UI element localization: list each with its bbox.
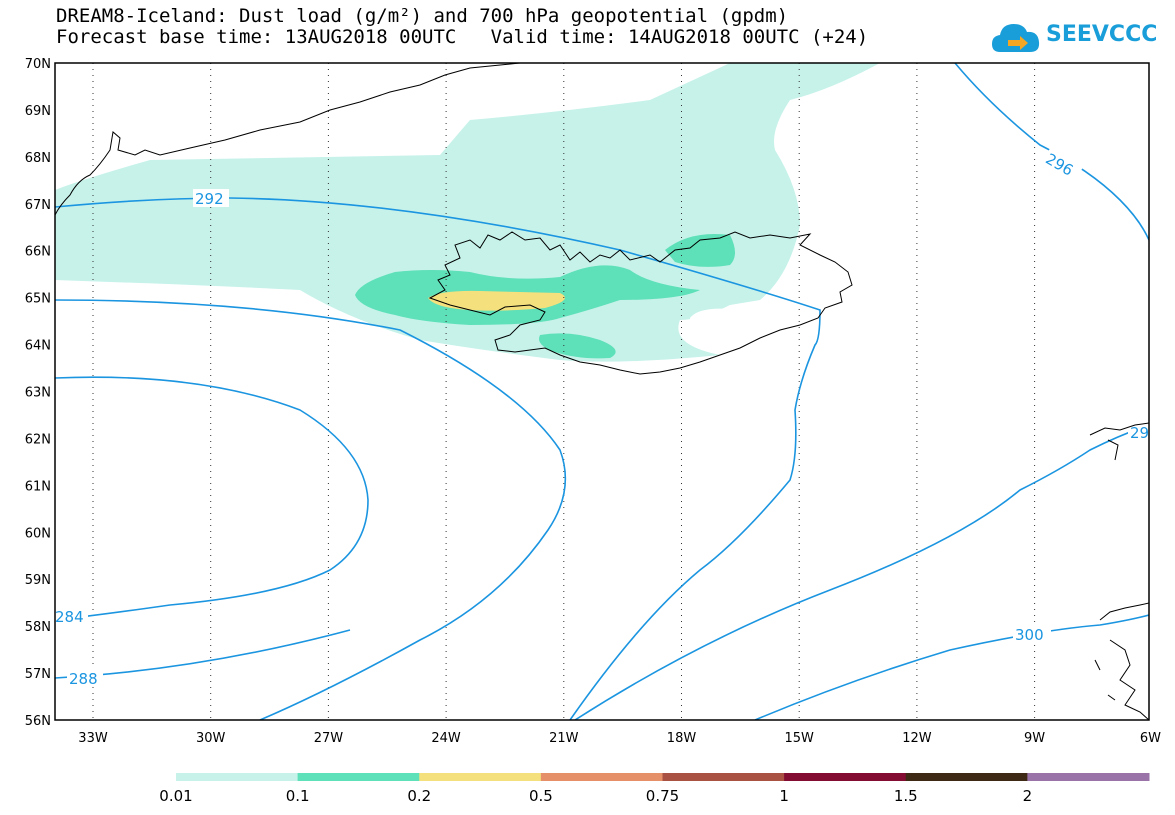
lon-label: 18W: [667, 731, 697, 746]
title-line-2: Forecast base time: 13AUG2018 00UTC Vali…: [56, 26, 869, 48]
lon-label: 24W: [431, 731, 461, 746]
contour-label-284: 284: [55, 608, 84, 626]
map-title: DREAM8-Iceland: Dust load (g/m²) and 700…: [56, 6, 868, 48]
lat-label: 60N: [25, 526, 51, 541]
colorbar-label: 2: [1023, 787, 1033, 805]
contour-29x: [574, 424, 1149, 720]
contour-labels: 292 296 284 288 300 29: [54, 146, 1150, 688]
coastlines: [55, 63, 1149, 720]
dust-field: [55, 63, 880, 362]
lon-label: 9W: [1024, 731, 1045, 746]
scotland-coast: [1094, 602, 1149, 720]
colorbar-label: 0.2: [407, 787, 431, 805]
dust-shade-0-1-c: [665, 234, 735, 267]
lat-label: 67N: [25, 198, 51, 213]
lat-label: 63N: [25, 386, 51, 401]
contour-300: [754, 614, 1149, 720]
lat-label: 58N: [25, 620, 51, 635]
colorbar: 0.01 0.1 0.2 0.5 0.75 1 1.5 2: [159, 773, 1150, 805]
contour-label-292: 292: [195, 190, 224, 208]
contour-label-288: 288: [69, 670, 98, 688]
geopotential-contours: [55, 63, 1149, 720]
greenland-coast: [55, 63, 521, 216]
colorbar-label: 0.75: [646, 787, 679, 805]
colorbar-swatch: [176, 773, 299, 781]
iceland-coast: [428, 231, 853, 375]
plot-frame: [54, 62, 1150, 721]
contour-label-300: 300: [1015, 626, 1044, 644]
colorbar-swatch: [905, 773, 1028, 781]
contour-label-29: 29: [1130, 424, 1149, 442]
colorbar-swatch: [297, 773, 420, 781]
lat-label: 66N: [25, 245, 51, 260]
lon-label: 15W: [784, 731, 814, 746]
colorbar-swatch: [1027, 773, 1150, 781]
dust-clear-area: [690, 305, 811, 345]
colorbar-swatch: [419, 773, 542, 781]
logo-text: SEEVCCC: [1046, 22, 1158, 47]
contour-288: [55, 299, 567, 720]
contour-292: [55, 197, 821, 720]
lat-label: 65N: [25, 292, 51, 307]
colorbar-label: 1: [779, 787, 789, 805]
seevccc-logo: SEEVCCC: [990, 18, 1170, 62]
lon-label: 27W: [314, 731, 344, 746]
colorbar-label: 0.01: [159, 787, 192, 805]
contour-284: [55, 376, 369, 621]
latitude-labels: 70N 69N 68N 67N 66N 65N 64N 63N 62N 61N 60N 59N 58N 5…: [25, 57, 51, 729]
lon-label: 6W: [1140, 731, 1161, 746]
lon-label: 12W: [902, 731, 932, 746]
colorbar-swatch: [662, 773, 785, 781]
lat-label: 62N: [25, 432, 51, 447]
colorbar-label: 1.5: [894, 787, 918, 805]
colorbar-label: 0.1: [286, 787, 310, 805]
lat-label: 68N: [25, 151, 51, 166]
cloud-logo-icon: [992, 24, 1040, 52]
colorbar-label: 0.5: [529, 787, 553, 805]
lat-label: 64N: [25, 339, 51, 354]
colorbar-swatch: [540, 773, 663, 781]
dust-shade-0-1-b: [539, 333, 616, 359]
lon-label: 33W: [78, 731, 108, 746]
faroe-coast: [1089, 422, 1149, 461]
title-line-1: DREAM8-Iceland: Dust load (g/m²) and 700…: [56, 5, 789, 27]
lat-label: 70N: [25, 57, 51, 72]
longitude-labels: 33W 30W 27W 24W 21W 18W 15W 12W 9W 6W: [78, 731, 1161, 746]
lat-label: 57N: [25, 667, 51, 682]
lat-label: 56N: [25, 714, 51, 729]
lat-label: 69N: [25, 104, 51, 119]
colorbar-swatch: [784, 773, 907, 781]
lon-label: 21W: [549, 731, 579, 746]
lat-label: 61N: [25, 479, 51, 494]
lon-label: 30W: [196, 731, 226, 746]
lat-label: 59N: [25, 573, 51, 588]
